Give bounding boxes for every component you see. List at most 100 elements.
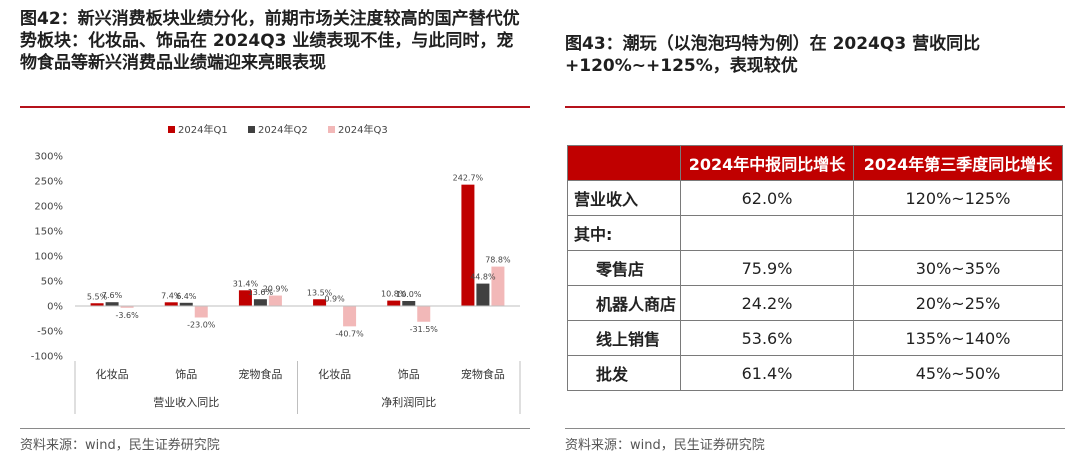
row-label: 其中: [567,215,681,251]
data-label: 242.7% [453,174,484,183]
table-header-row: 2024年中报同比增长 2024年第三季度同比增长 [567,145,1063,181]
table-row: 其中: [567,215,1063,251]
category-label: 饰品 [175,367,197,381]
data-label: 13.6% [248,288,274,297]
data-label: 0.9% [324,295,345,304]
data-label: 78.8% [485,256,511,265]
category-label: 化妆品 [318,367,351,381]
bar [476,283,490,306]
left-figure-title: 图42：新兴消费板块业绩分化，前期市场关注度较高的国产替代优势板块：化妆品、饰品… [20,9,520,73]
table-row: 营业收入 62.0% 120%~125% [567,180,1063,216]
bar [461,184,475,306]
bar [343,306,357,327]
chart-bars [90,184,505,327]
data-label: 7.6% [102,291,123,300]
data-labels: 5.5% 7.4% 31.4% 13.5% 10.8% 242.7% 7.6% 6.4% 13.… [87,174,511,339]
category-label: 宠物食品 [461,367,505,381]
category-label: 饰品 [398,367,420,381]
table-row: 机器人商店 24.2% 20%~25% [567,285,1063,321]
row-label: 零售店 [567,250,681,286]
right-figure-title: 图43：潮玩（以泡泡玛特为例）在 2024Q3 营收同比+120%~+125%，… [565,34,981,76]
bar [105,302,119,306]
table-row: 零售店 75.9% 30%~35% [567,250,1063,286]
y-tick-label: 300% [34,152,63,163]
right-source-note: 资料来源：wind，民生证券研究院 [565,438,765,453]
bar [402,301,416,306]
cell-h1: 75.9% [680,250,854,286]
data-label: 5.5% [87,292,108,301]
y-axis: 300% 250% 200% 150% 100% 50% 0% -50% -100% [31,152,63,363]
legend-swatch [248,126,255,133]
y-tick-label: 100% [34,252,63,263]
row-label: 机器人商店 [567,285,681,321]
cell-q3: 30%~35% [853,250,1063,286]
cell-q3: 45%~50% [853,355,1063,391]
bar [164,302,178,306]
left-title-rule [20,106,530,108]
data-label: -23.0% [187,321,216,330]
y-tick-label: -100% [31,352,63,363]
left-source-note: 资料来源：wind，民生证券研究院 [20,438,220,453]
bar [238,290,252,306]
data-label: 6.4% [176,292,197,301]
cell-h1 [680,215,854,251]
y-tick-label: -50% [37,327,63,338]
table-row: 批发 61.4% 45%~50% [567,355,1063,391]
data-label: 20.9% [263,285,289,294]
category-label: 宠物食品 [238,367,282,381]
cell-q3 [853,215,1063,251]
row-label: 批发 [567,355,681,391]
bar [194,306,208,318]
cell-q3: 20%~25% [853,285,1063,321]
bar [253,299,267,306]
bar [120,306,134,308]
growth-bar-chart: 2024年Q1 2024年Q2 2024年Q3 300% 250% 200% 150% 10… [31,123,521,414]
right-source-divider [565,428,1065,429]
cell-h1: 62.0% [680,180,854,216]
cell-h1: 24.2% [680,285,854,321]
table-header-q3: 2024年第三季度同比增长 [853,145,1063,181]
cell-q3: 135%~140% [853,320,1063,356]
bar [417,306,431,322]
category-label: 化妆品 [96,367,129,381]
cell-h1: 53.6% [680,320,854,356]
cell-q3: 120%~125% [853,180,1063,216]
data-label: -40.7% [335,329,364,338]
y-tick-label: 200% [34,202,63,213]
y-tick-label: 0% [47,302,63,313]
table-header-h1: 2024年中报同比增长 [680,145,854,181]
data-label: 7.4% [161,291,182,300]
legend-label: 2024年Q2 [258,123,308,136]
legend-label: 2024年Q3 [338,123,388,136]
data-label: -3.6% [115,311,139,320]
data-label: 10.8% [381,290,407,299]
y-tick-label: 150% [34,227,63,238]
bar [179,302,193,306]
data-label: 31.4% [233,279,259,288]
right-title-rule [565,106,1065,108]
table-header-blank [567,145,681,181]
table-row: 线上销售 53.6% 135%~140% [567,320,1063,356]
legend-swatch [328,126,335,133]
cell-h1: 61.4% [680,355,854,391]
data-label: -31.5% [410,325,439,334]
legend-label: 2024年Q1 [178,123,228,136]
left-source-divider [20,428,530,429]
row-label: 线上销售 [567,320,681,356]
bar [313,299,327,306]
y-tick-label: 250% [34,177,63,188]
group-label: 净利润同比 [381,395,436,409]
bar [90,303,104,306]
chart-legend: 2024年Q1 2024年Q2 2024年Q3 [168,123,388,136]
y-tick-label: 50% [41,277,63,288]
bar [491,266,505,306]
bar [268,295,282,306]
row-label: 营业收入 [567,180,681,216]
right-figure-panel: 图43：潮玩（以泡泡玛特为例）在 2024Q3 营收同比+120%~+125%，… [565,0,1065,461]
left-figure-panel: 图42：新兴消费板块业绩分化，前期市场关注度较高的国产替代优势板块：化妆品、饰品… [20,0,530,461]
group-label: 营业收入同比 [153,395,219,409]
data-label: 13.5% [307,288,333,297]
data-label: 44.8% [470,273,496,282]
data-label: 10.0% [396,290,422,299]
